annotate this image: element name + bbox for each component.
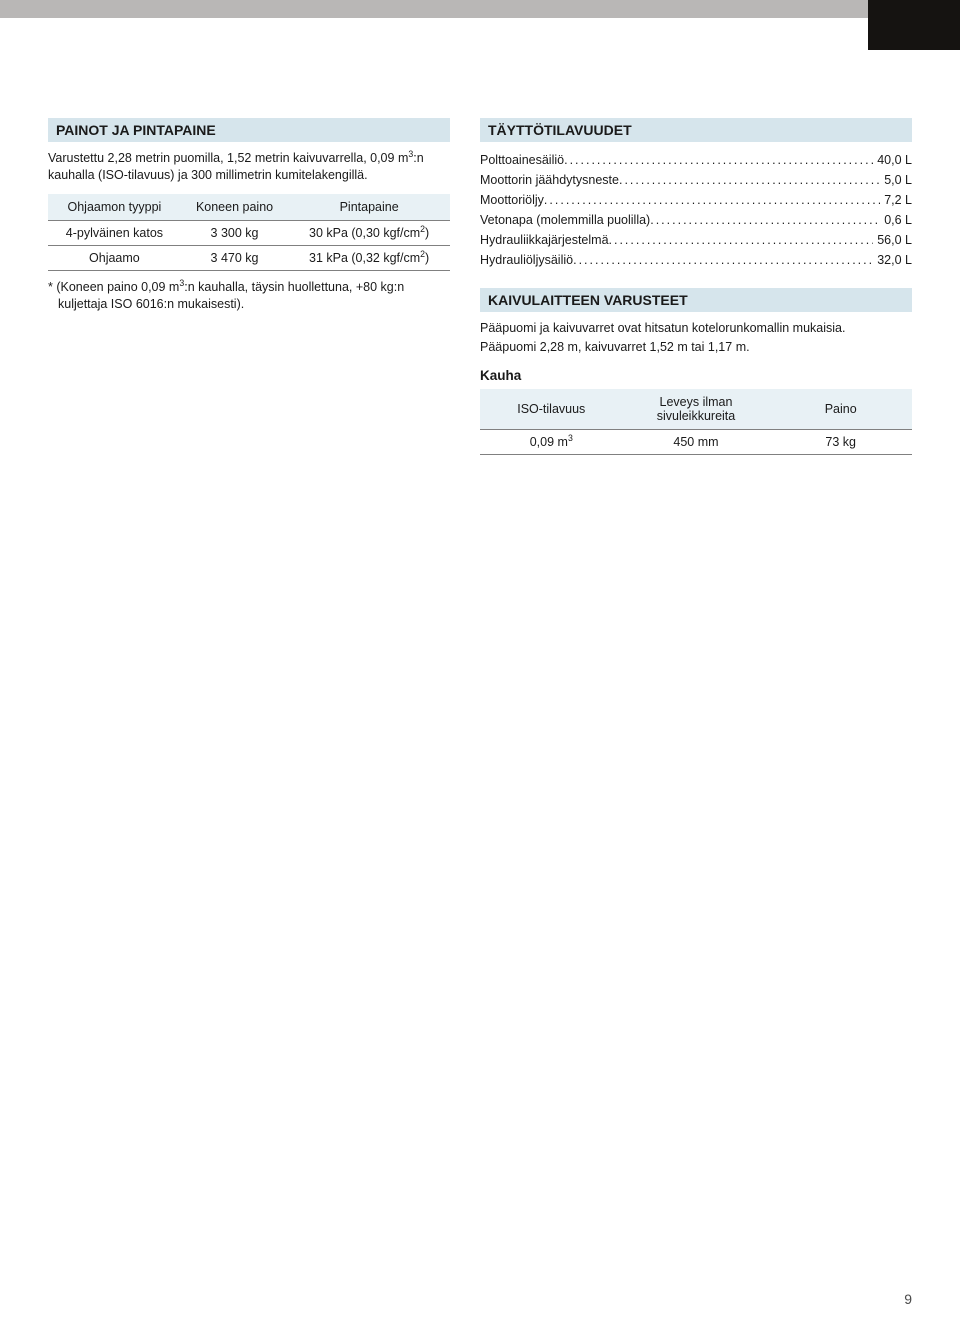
leader-dots: ........................................… <box>609 230 874 250</box>
item-label: Vetonapa (molemmilla puolilla) <box>480 210 650 230</box>
item-label: Polttoainesäiliö <box>480 150 564 170</box>
col-header-iso: ISO-tilavuus <box>480 389 623 430</box>
item-label: Moottoriöljy <box>480 190 544 210</box>
cell-pressure: 30 kPa (0,30 kgf/cm2) <box>288 220 450 245</box>
table-row: Ohjaamo 3 470 kg 31 kPa (0,32 kgf/cm2) <box>48 245 450 270</box>
leader-dots: ........................................… <box>544 190 880 210</box>
item-value: 5,0 L <box>880 170 912 190</box>
cell-weight: 3 470 kg <box>181 245 288 270</box>
note-pre: * (Koneen paino 0,09 m <box>48 280 179 294</box>
list-item: Vetonapa (molemmilla puolilla) .........… <box>480 210 912 230</box>
list-item: Hydrauliikkajärjestelmä ................… <box>480 230 912 250</box>
weights-table: Ohjaamon tyyppi Koneen paino Pintapaine … <box>48 194 450 271</box>
cell-pressure: 31 kPa (0,32 kgf/cm2) <box>288 245 450 270</box>
cell-weight: 73 kg <box>769 429 912 454</box>
item-label: Hydrauliöljysäiliö <box>480 250 573 270</box>
cell-iso: 0,09 m3 <box>480 429 623 454</box>
list-item: Hydrauliöljysäiliö .....................… <box>480 250 912 270</box>
left-column: PAINOT JA PINTAPAINE Varustettu 2,28 met… <box>48 118 450 459</box>
intro-text-pre: Varustettu 2,28 metrin puomilla, 1,52 me… <box>48 151 408 165</box>
table-row: 0,09 m3 450 mm 73 kg <box>480 429 912 454</box>
top-bar <box>0 0 960 18</box>
cell-weight: 3 300 kg <box>181 220 288 245</box>
item-label: Moottorin jäähdytysneste <box>480 170 619 190</box>
cell-type: Ohjaamo <box>48 245 181 270</box>
col-header-width: Leveys ilman sivuleikkureita <box>623 389 770 430</box>
page-content: PAINOT JA PINTAPAINE Varustettu 2,28 met… <box>0 18 960 459</box>
list-item: Polttoainesäiliö .......................… <box>480 150 912 170</box>
item-value: 0,6 L <box>880 210 912 230</box>
item-label: Hydrauliikkajärjestelmä <box>480 230 609 250</box>
list-item: Moottorin jäähdytysneste ...............… <box>480 170 912 190</box>
capacities-list: Polttoainesäiliö .......................… <box>480 150 912 270</box>
cell-type: 4-pylväinen katos <box>48 220 181 245</box>
list-item: Moottoriöljy ...........................… <box>480 190 912 210</box>
leader-dots: ........................................… <box>650 210 880 230</box>
bucket-table: ISO-tilavuus Leveys ilman sivuleikkureit… <box>480 389 912 455</box>
col-header-type: Ohjaamon tyyppi <box>48 194 181 221</box>
leader-dots: ........................................… <box>619 170 880 190</box>
leader-dots: ........................................… <box>573 250 873 270</box>
col-header-weight: Koneen paino <box>181 194 288 221</box>
leader-dots: ........................................… <box>564 150 873 170</box>
page-number: 9 <box>904 1291 912 1307</box>
bucket-subheading: Kauha <box>480 368 912 383</box>
weights-heading: PAINOT JA PINTAPAINE <box>48 118 450 142</box>
right-column: TÄYTTÖTILAVUUDET Polttoainesäiliö ......… <box>480 118 912 459</box>
item-value: 7,2 L <box>880 190 912 210</box>
top-bar-corner <box>868 0 960 50</box>
weights-footnote: * (Koneen paino 0,09 m3:n kauhalla, täys… <box>48 279 450 313</box>
equipment-line-1: Pääpuomi ja kaivuvarret ovat hitsatun ko… <box>480 320 912 337</box>
item-value: 56,0 L <box>873 230 912 250</box>
table-header-row: ISO-tilavuus Leveys ilman sivuleikkureit… <box>480 389 912 430</box>
weights-intro: Varustettu 2,28 metrin puomilla, 1,52 me… <box>48 150 450 184</box>
col-header-pressure: Pintapaine <box>288 194 450 221</box>
table-row: 4-pylväinen katos 3 300 kg 30 kPa (0,30 … <box>48 220 450 245</box>
col-header-weight: Paino <box>769 389 912 430</box>
equipment-line-2: Pääpuomi 2,28 m, kaivuvarret 1,52 m tai … <box>480 339 912 356</box>
cell-width: 450 mm <box>623 429 770 454</box>
item-value: 32,0 L <box>873 250 912 270</box>
table-header-row: Ohjaamon tyyppi Koneen paino Pintapaine <box>48 194 450 221</box>
item-value: 40,0 L <box>873 150 912 170</box>
equipment-heading: KAIVULAITTEEN VARUSTEET <box>480 288 912 312</box>
capacities-heading: TÄYTTÖTILAVUUDET <box>480 118 912 142</box>
